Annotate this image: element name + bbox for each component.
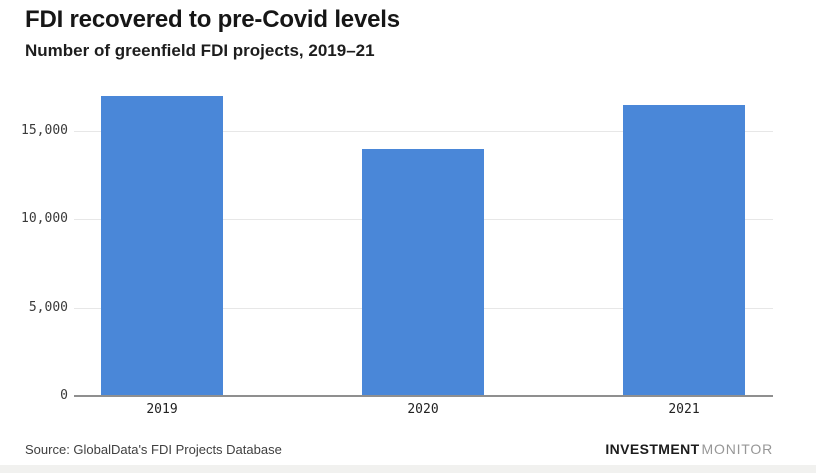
bottom-band [0, 465, 816, 473]
bar-2020 [362, 148, 484, 396]
x-tick-label-2021: 2021 [668, 402, 700, 417]
x-tick-label-2019: 2019 [146, 402, 178, 417]
source-note: Source: GlobalData's FDI Projects Databa… [25, 441, 282, 457]
bar-2021 [623, 104, 745, 396]
x-axis-line [74, 395, 773, 397]
y-tick-label-0: 0 [60, 388, 68, 403]
gridline-15000 [74, 131, 773, 132]
wordmark-monitor: MONITOR [701, 441, 773, 457]
chart-subtitle: Number of greenfield FDI projects, 2019–… [25, 41, 375, 60]
x-tick-label-2020: 2020 [407, 402, 439, 417]
bar-2019 [101, 95, 223, 396]
chart-footer: Source: GlobalData's FDI Projects Databa… [25, 439, 773, 459]
chart-title: FDI recovered to pre-Covid levels [25, 6, 400, 33]
wordmark-investment: INVESTMENT [605, 441, 700, 457]
y-tick-label-10000: 10,000 [21, 211, 68, 227]
y-tick-label-5000: 5,000 [28, 299, 68, 315]
investment-monitor-wordmark: INVESTMENT MONITOR [605, 441, 773, 457]
y-tick-label-15000: 15,000 [21, 123, 68, 138]
